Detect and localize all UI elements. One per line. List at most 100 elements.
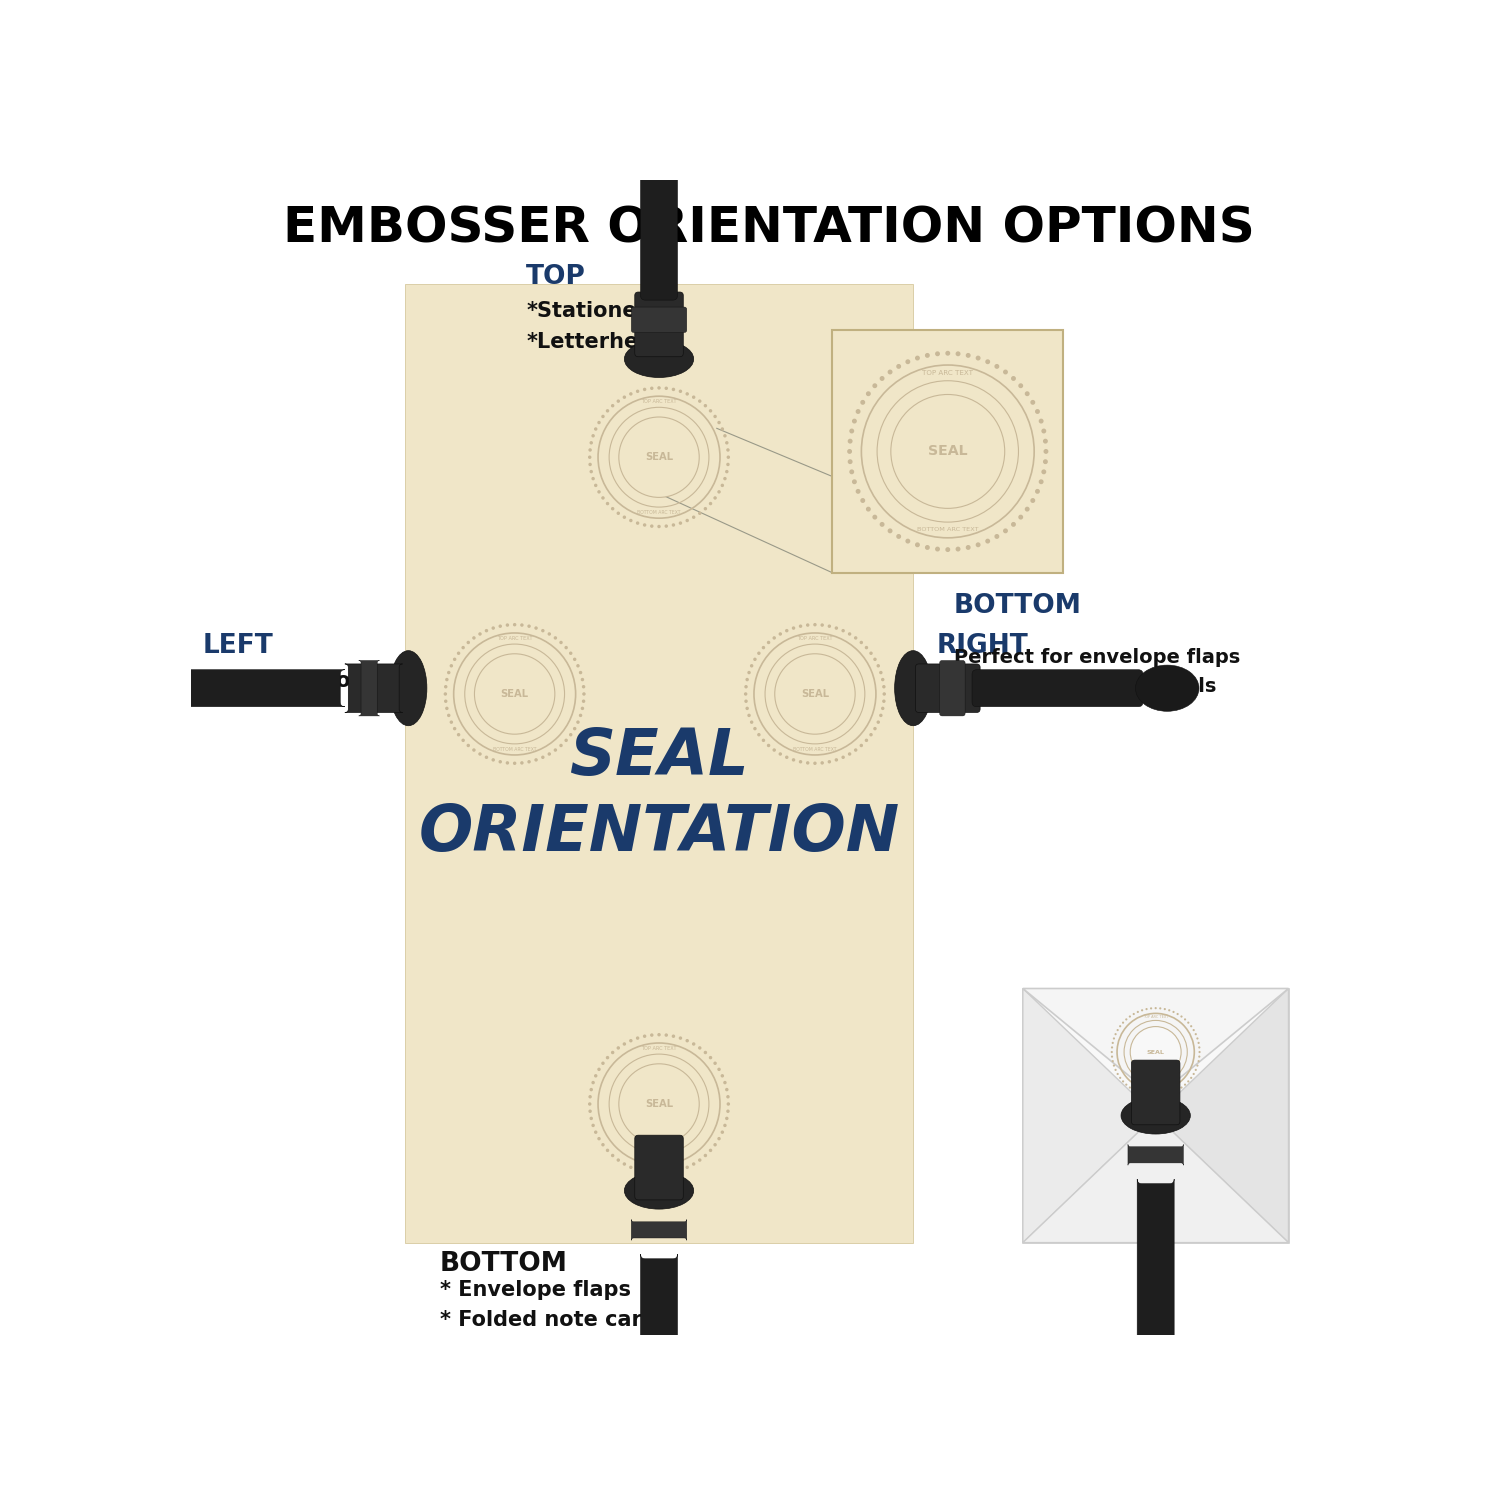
Text: TOP ARC TEXT: TOP ARC TEXT <box>642 399 676 405</box>
Circle shape <box>478 753 482 756</box>
Circle shape <box>1194 1070 1197 1071</box>
Circle shape <box>610 1052 615 1054</box>
FancyBboxPatch shape <box>634 1136 684 1200</box>
Circle shape <box>672 387 675 392</box>
FancyBboxPatch shape <box>640 129 678 300</box>
Circle shape <box>628 519 633 522</box>
Circle shape <box>590 470 592 474</box>
Circle shape <box>926 544 930 550</box>
Circle shape <box>906 538 910 543</box>
Circle shape <box>560 640 562 644</box>
Circle shape <box>1132 1089 1136 1090</box>
Circle shape <box>576 664 579 668</box>
Circle shape <box>1173 1090 1174 1094</box>
Circle shape <box>506 624 509 627</box>
Circle shape <box>1119 1077 1122 1078</box>
Circle shape <box>859 744 862 747</box>
Circle shape <box>747 670 752 675</box>
FancyBboxPatch shape <box>632 308 687 333</box>
Circle shape <box>520 624 524 627</box>
Circle shape <box>588 462 592 466</box>
Circle shape <box>1173 1011 1174 1013</box>
Circle shape <box>579 670 582 675</box>
Circle shape <box>726 448 729 452</box>
Circle shape <box>444 686 447 688</box>
Circle shape <box>606 410 609 413</box>
Circle shape <box>513 762 516 765</box>
Circle shape <box>628 1040 633 1042</box>
Circle shape <box>478 632 482 636</box>
Text: LEFT: LEFT <box>202 633 273 660</box>
Circle shape <box>686 519 688 522</box>
Circle shape <box>896 364 902 369</box>
Circle shape <box>896 534 902 538</box>
Ellipse shape <box>894 651 932 726</box>
Circle shape <box>724 441 729 444</box>
Circle shape <box>1168 1092 1170 1095</box>
Circle shape <box>1035 410 1040 414</box>
Text: or bottom of page seals: or bottom of page seals <box>954 676 1216 696</box>
Circle shape <box>602 496 604 500</box>
Circle shape <box>717 422 722 424</box>
Circle shape <box>1114 1034 1116 1035</box>
Circle shape <box>880 706 885 710</box>
Circle shape <box>1155 1007 1156 1010</box>
Circle shape <box>753 657 756 662</box>
Circle shape <box>1190 1024 1192 1028</box>
Circle shape <box>710 1149 712 1152</box>
Circle shape <box>548 632 550 636</box>
Circle shape <box>723 477 726 480</box>
Text: RIGHT: RIGHT <box>936 633 1028 660</box>
Circle shape <box>692 516 696 519</box>
Circle shape <box>849 470 853 474</box>
Circle shape <box>1192 1072 1196 1076</box>
Text: SEAL: SEAL <box>928 444 968 459</box>
Circle shape <box>975 543 981 548</box>
Circle shape <box>744 692 747 696</box>
Circle shape <box>1110 1052 1113 1053</box>
Circle shape <box>855 410 861 414</box>
Text: *Not Common: *Not Common <box>202 670 364 692</box>
Text: TOP: TOP <box>526 264 586 290</box>
Circle shape <box>458 651 460 656</box>
Circle shape <box>591 1082 596 1084</box>
Text: BOTTOM: BOTTOM <box>954 592 1082 619</box>
Circle shape <box>644 524 646 526</box>
Circle shape <box>616 512 620 515</box>
Circle shape <box>723 433 726 438</box>
Circle shape <box>444 692 447 696</box>
Circle shape <box>966 352 970 358</box>
Circle shape <box>1130 1026 1180 1077</box>
Circle shape <box>657 1034 662 1036</box>
Circle shape <box>1160 1008 1161 1010</box>
Circle shape <box>800 624 802 628</box>
Circle shape <box>746 706 748 710</box>
Circle shape <box>582 686 585 688</box>
Circle shape <box>650 1172 654 1174</box>
Circle shape <box>821 624 824 627</box>
Circle shape <box>813 762 816 765</box>
Circle shape <box>934 351 940 355</box>
Circle shape <box>847 459 852 464</box>
Circle shape <box>657 1172 662 1174</box>
Text: TOP ARC TEXT: TOP ARC TEXT <box>1143 1016 1168 1019</box>
Ellipse shape <box>636 1413 682 1476</box>
Circle shape <box>1164 1008 1166 1010</box>
Text: TOP ARC TEXT: TOP ARC TEXT <box>796 636 832 640</box>
Circle shape <box>776 654 855 734</box>
Circle shape <box>588 1095 592 1098</box>
Circle shape <box>724 470 729 474</box>
Text: SEAL: SEAL <box>501 688 528 699</box>
Circle shape <box>926 352 930 358</box>
Text: * Envelope flaps: * Envelope flaps <box>440 1280 630 1299</box>
Circle shape <box>1197 1042 1200 1044</box>
FancyBboxPatch shape <box>972 669 1143 706</box>
FancyBboxPatch shape <box>1023 988 1288 1242</box>
Circle shape <box>564 738 568 742</box>
Circle shape <box>966 544 970 550</box>
FancyBboxPatch shape <box>640 1254 678 1416</box>
Circle shape <box>853 748 858 752</box>
Circle shape <box>1011 522 1016 526</box>
Circle shape <box>450 664 453 668</box>
Circle shape <box>588 448 592 452</box>
